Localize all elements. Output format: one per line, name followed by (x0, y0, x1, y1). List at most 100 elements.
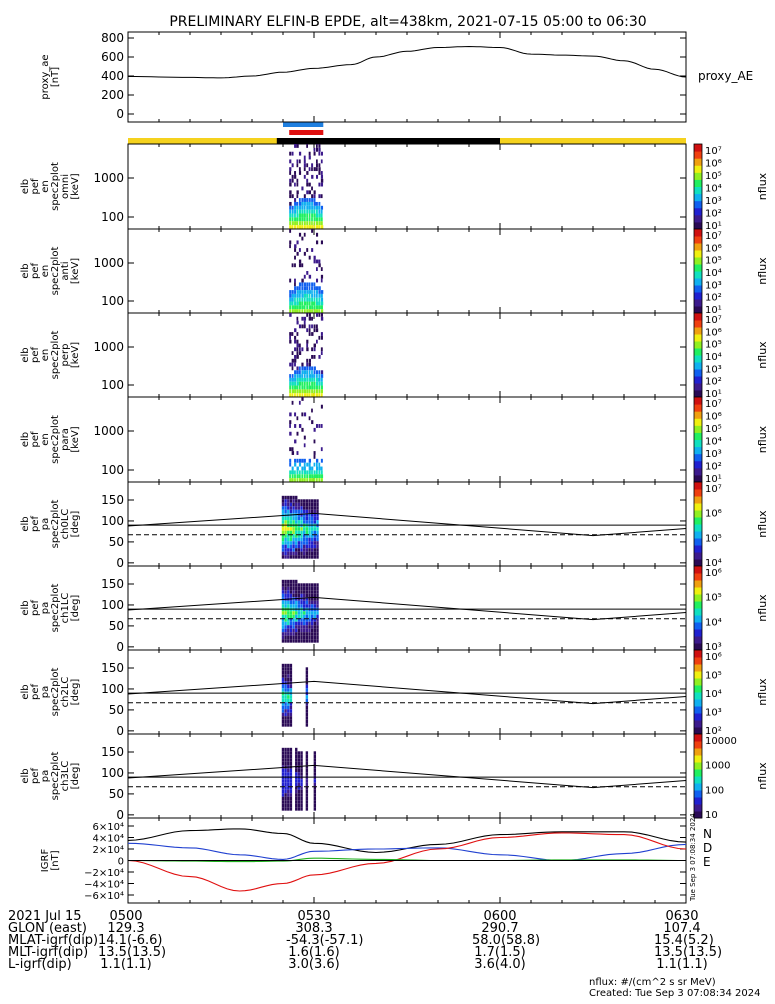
spectrogram-cell (296, 389, 299, 394)
pa-spectrogram-cell (292, 586, 295, 591)
spectrogram-cell (313, 370, 316, 375)
pa-spectrogram-cell (284, 688, 287, 692)
spectrogram-cell (303, 470, 307, 475)
pa-spectrogram-cell (295, 758, 298, 762)
spectrogram-cell (291, 290, 294, 294)
colorbar-tick-label: 10⁵ (705, 424, 722, 435)
colorbar-segment (694, 797, 702, 805)
footer-value: -54.3(-57.1) (286, 933, 364, 948)
y-tick-label: −4×10⁴ (84, 880, 124, 891)
spectrogram-cell (306, 309, 309, 313)
pa-spectrogram-cell (292, 527, 295, 531)
spectrogram-cell (308, 328, 311, 333)
spectrogram-cell (315, 297, 318, 302)
ylabel-line: elb (20, 768, 31, 783)
spectrogram-cell (311, 194, 314, 199)
pa-spectrogram-cell (281, 586, 285, 591)
colorbar-segment (694, 496, 702, 504)
pa-spectrogram-cell (289, 705, 293, 710)
pa-spectrogram-cell (305, 513, 309, 517)
spectrogram-cell (301, 389, 304, 394)
pa-spectrogram-cell (295, 625, 298, 629)
ylabel-line: en (40, 265, 51, 278)
spectrogram-cell (289, 293, 292, 298)
y-tick-label: 50 (109, 535, 124, 549)
pa-spectrogram-cell (305, 716, 309, 720)
pa-spectrogram-cell (289, 516, 293, 521)
spectrogram-cell (311, 377, 314, 382)
pa-spectrogram-cell (284, 499, 287, 503)
pa-spectrogram-cell (313, 586, 317, 591)
pa-spectrogram-cell (289, 520, 293, 524)
panel-ylabel: elb pef en spec2plot perp [keV] (20, 331, 81, 380)
colorbar-label: nflux (756, 594, 769, 622)
pa-spectrogram-cell (295, 544, 298, 549)
pa-spectrogram-cell (289, 695, 293, 699)
pa-spectrogram-cell (284, 793, 287, 797)
spectrogram-cell (298, 377, 302, 382)
pa-spectrogram-cell (303, 506, 306, 510)
spectrogram-cell (296, 466, 299, 471)
colorbar-tick-label: 10000 (705, 736, 737, 747)
pa-spectrogram-cell (310, 604, 314, 608)
pa-spectrogram-cell (287, 555, 290, 559)
spectrogram-cell (315, 324, 318, 329)
spectrogram-cell (306, 362, 309, 367)
colorbar-tick-label: 10³ (705, 364, 722, 375)
colorbar-tick-label: 10⁶ (705, 652, 722, 663)
pa-spectrogram-cell (289, 674, 293, 678)
spectrogram-cell (298, 478, 302, 482)
pa-spectrogram-cell (300, 639, 303, 643)
pa-spectrogram-cell (289, 614, 293, 619)
spectrogram-cell (313, 194, 316, 199)
pa-spectrogram-cell (310, 513, 314, 517)
pa-spectrogram-cell (289, 621, 293, 626)
spectrogram-cell (306, 305, 309, 310)
spectrogram-cell (298, 374, 302, 378)
spectrogram-cell (303, 205, 306, 210)
spectrogram-cell (301, 393, 304, 397)
pa-spectrogram-cell (303, 639, 306, 643)
colorbar-label-text: nflux (756, 762, 769, 790)
spectrogram-cell (294, 282, 296, 287)
pa-spectrogram-cell (310, 593, 314, 598)
pa-spectrogram-cell (287, 663, 290, 668)
pa-spectrogram-cell (287, 674, 290, 678)
spectrogram-cell (294, 328, 297, 333)
colorbar-segment (694, 762, 702, 770)
spectrogram-cell (296, 478, 299, 482)
colorbar-segment (694, 545, 702, 553)
spectrogram-cell (296, 309, 299, 313)
colorbar-segment (694, 236, 702, 244)
spectrogram-cell (294, 362, 296, 367)
spectrogram-cell (289, 424, 291, 428)
spectrogram-cell (313, 474, 316, 479)
spectrogram-cell (315, 278, 319, 283)
pa-spectrogram-cell (300, 779, 303, 783)
pa-spectrogram-cell (287, 800, 290, 804)
colorbar-segment (694, 517, 702, 525)
spectrogram-cell (313, 347, 316, 352)
spectrogram-cell (289, 339, 292, 344)
pa-spectrogram-cell (316, 590, 319, 594)
pa-spectrogram-cell (284, 611, 287, 615)
colorbar-tick-label: 10¹ (705, 221, 722, 232)
pa-spectrogram-cell (316, 516, 319, 521)
spectrogram-cell (308, 381, 311, 386)
spectrogram-cell (291, 466, 294, 471)
pa-spectrogram-cell (316, 541, 319, 545)
pa-spectrogram-cell (281, 674, 285, 678)
colorbar-tick-label: 10⁷ (705, 146, 722, 157)
spectrogram-cell (320, 474, 324, 479)
spectrogram-cell (298, 263, 302, 268)
colorbar-segment (694, 720, 702, 728)
igrf-legend-E: E (703, 855, 711, 869)
pa-spectrogram-cell (305, 765, 309, 769)
pa-spectrogram-cell (287, 632, 290, 636)
igrf-legend-D: D (703, 841, 712, 855)
spectrogram-cell (296, 213, 299, 218)
spectrogram-cell (315, 267, 318, 271)
pa-spectrogram-cell (281, 579, 285, 584)
pa-spectrogram-cell (297, 499, 301, 503)
